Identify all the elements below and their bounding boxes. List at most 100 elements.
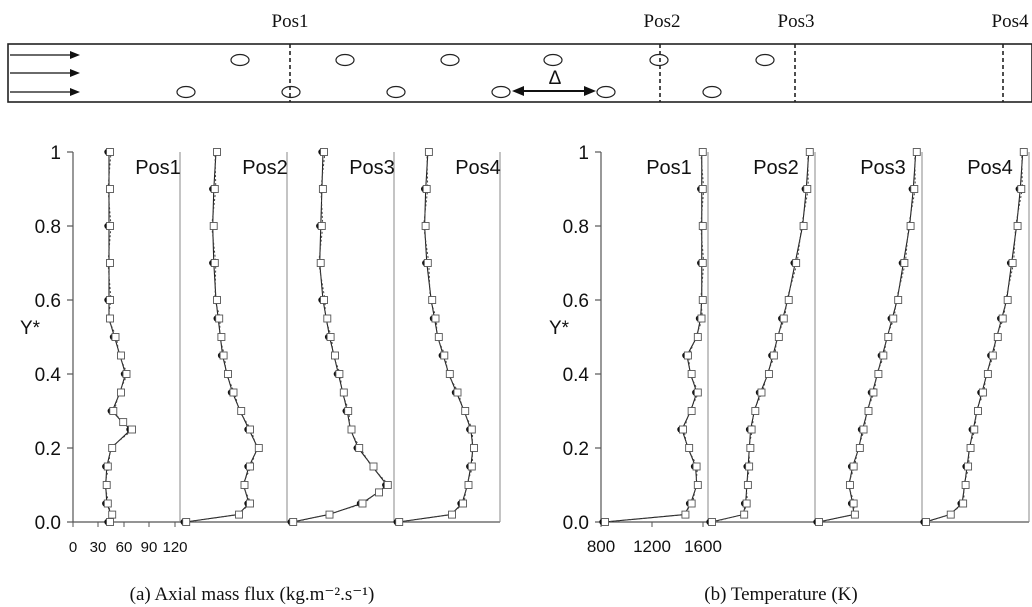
series-line-simulation — [710, 151, 810, 523]
data-point-square — [424, 148, 433, 156]
data-point-square — [106, 314, 114, 323]
data-point-square — [769, 351, 778, 360]
data-point-square — [119, 418, 128, 427]
data-point-square — [316, 259, 325, 267]
data-point-square — [693, 481, 702, 489]
data-point-square — [845, 481, 854, 489]
data-point-square — [874, 370, 883, 378]
data-point-square — [746, 444, 755, 452]
y-tick-label: 0.2 — [563, 439, 589, 460]
y-tick-label: 0.8 — [35, 217, 61, 238]
data-point-square — [894, 296, 903, 304]
caption-a: (a) Axial mass flux (kg.m⁻².s⁻¹) — [130, 584, 375, 605]
data-point-square — [434, 333, 443, 341]
data-point-square — [1003, 296, 1012, 304]
data-point-square — [879, 351, 888, 360]
panel-pos4: Pos4 — [393, 148, 501, 526]
data-point-square — [106, 148, 114, 156]
data-point-square — [679, 425, 687, 434]
position-label-pos4: Pos4 — [992, 11, 1029, 32]
data-point-square — [774, 333, 783, 341]
data-point-square — [375, 488, 383, 497]
data-point-square — [459, 499, 467, 508]
series-line-simulation — [817, 151, 917, 523]
x-tick-label: 120 — [162, 539, 187, 556]
position-label-pos2: Pos2 — [644, 11, 681, 32]
data-point-square — [855, 444, 864, 452]
x-tick-label: 1200 — [633, 537, 671, 556]
panel-label: Pos4 — [455, 157, 501, 179]
y-tick-label: 0.6 — [35, 291, 61, 312]
data-point-square — [964, 462, 973, 471]
data-point-square — [355, 444, 364, 452]
series-line-model — [400, 151, 474, 523]
x-tick-label: 30 — [90, 539, 107, 556]
data-point-square — [383, 481, 392, 489]
data-point-square — [864, 407, 873, 415]
spacing-arrow-right-head — [584, 86, 596, 96]
data-point-square — [681, 510, 690, 519]
y-axis-label: Y* — [20, 318, 41, 339]
data-point-square — [320, 296, 328, 304]
chart-mass-flux: 0.0 0.2 0.4 0.6 0.8 1 Y* 0 30 60 90 120 Pos1 Pos2 Pos3… — [20, 143, 501, 556]
data-point-square — [747, 425, 756, 434]
x-tick-label: 90 — [141, 539, 158, 556]
data-point-square — [106, 222, 114, 230]
data-point-square — [889, 314, 898, 323]
data-point-square — [108, 510, 117, 519]
data-point-square — [869, 388, 878, 397]
data-point-square — [742, 499, 751, 508]
data-point-square — [117, 351, 125, 360]
data-point-square — [850, 510, 859, 519]
droplet — [755, 53, 775, 67]
panel-label: Pos4 — [967, 157, 1013, 179]
panel-label: Pos2 — [242, 157, 288, 179]
data-point-square — [740, 510, 749, 519]
data-point-square — [757, 388, 766, 397]
data-point-square — [698, 259, 707, 267]
panel-pos2: Pos2 — [180, 148, 288, 526]
data-point-square — [805, 148, 814, 156]
data-point-square — [687, 499, 696, 508]
y-tick-label: 0.6 — [563, 291, 589, 312]
droplet — [440, 53, 460, 67]
panel-label: Pos1 — [646, 157, 692, 179]
data-point-square — [106, 296, 114, 304]
data-point-square — [461, 407, 470, 415]
data-point-square — [229, 388, 238, 397]
data-point-square — [978, 388, 987, 397]
inlet-arrow-head — [70, 69, 80, 77]
data-point-square — [122, 370, 131, 378]
data-point-square — [687, 370, 696, 378]
data-point-square — [743, 481, 752, 489]
data-point-square — [467, 462, 476, 471]
data-point-square — [108, 444, 117, 452]
data-point-square — [993, 333, 1002, 341]
data-point-square — [959, 499, 968, 508]
data-point-square — [213, 296, 221, 304]
data-point-square — [470, 444, 478, 452]
panel-label: Pos3 — [349, 157, 395, 179]
data-point-square — [237, 407, 246, 415]
y-tick-label: 0.0 — [35, 513, 61, 534]
data-point-square — [849, 499, 858, 508]
caption-b: (b) Temperature (K) — [704, 584, 857, 605]
data-point-square — [745, 462, 754, 471]
panel-pos4: Pos4 — [920, 148, 1030, 526]
data-point-square — [235, 510, 243, 519]
y-tick-label: 0.8 — [563, 217, 589, 238]
data-point-square — [974, 407, 982, 415]
data-point-square — [983, 370, 992, 378]
data-point-square — [103, 499, 112, 508]
panel-pos1: Pos1 — [599, 148, 709, 526]
data-point-square — [792, 259, 801, 267]
data-point-square — [946, 510, 955, 519]
data-point-square — [884, 333, 893, 341]
data-point-square — [467, 425, 476, 434]
data-point-square — [318, 185, 327, 193]
data-point-square — [326, 333, 335, 341]
data-point-square — [213, 148, 221, 156]
y-tick-label: 0.0 — [563, 513, 589, 534]
panel-label: Pos1 — [135, 157, 181, 179]
